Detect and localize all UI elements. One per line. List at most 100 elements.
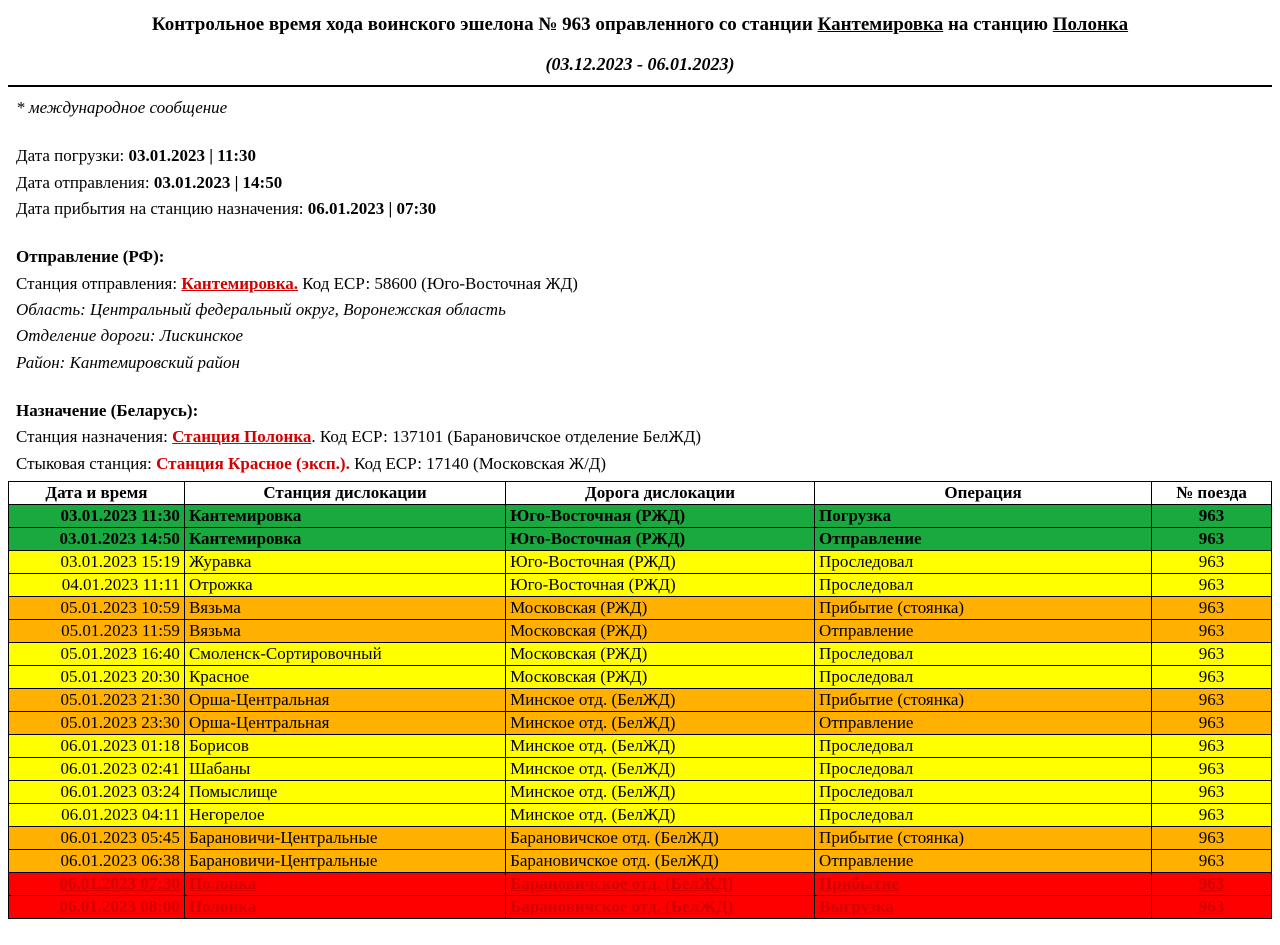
cell-road: Юго-Восточная (РЖД) — [506, 551, 815, 574]
dest-header: Назначение (Беларусь): — [16, 398, 1264, 424]
cell-datetime: 06.01.2023 03:24 — [9, 781, 185, 804]
cell-station: Помыслище — [184, 781, 505, 804]
cell-road: Минское отд. (БелЖД) — [506, 689, 815, 712]
cell-station: Отрожка — [184, 574, 505, 597]
info-block: * международное сообщение Дата погрузки:… — [8, 95, 1272, 477]
cell-operation: Погрузка — [815, 505, 1152, 528]
to-station: Полонка — [1053, 14, 1128, 35]
header-datetime: Дата и время — [9, 482, 185, 505]
cell-train: 963 — [1152, 804, 1272, 827]
origin-header: Отправление (РФ): — [16, 244, 1264, 270]
cell-station: Орша-Центральная — [184, 712, 505, 735]
table-row: 06.01.2023 08:00ПолонкаБарановичское отд… — [9, 896, 1272, 919]
header-train: № поезда — [1152, 482, 1272, 505]
cell-train: 963 — [1152, 873, 1272, 896]
cell-operation: Отправление — [815, 850, 1152, 873]
cell-operation: Проследовал — [815, 666, 1152, 689]
cell-station: Шабаны — [184, 758, 505, 781]
cell-datetime: 05.01.2023 23:30 — [9, 712, 185, 735]
cell-train: 963 — [1152, 781, 1272, 804]
cell-datetime: 06.01.2023 01:18 — [9, 735, 185, 758]
cell-operation: Проследовал — [815, 781, 1152, 804]
table-row: 06.01.2023 02:41ШабаныМинское отд. (БелЖ… — [9, 758, 1272, 781]
cell-train: 963 — [1152, 528, 1272, 551]
dest-code: . Код ЕСР: 137101 (Барановичское отделен… — [311, 427, 701, 446]
cell-operation: Проследовал — [815, 551, 1152, 574]
cell-station: Журавка — [184, 551, 505, 574]
cell-road: Московская (РЖД) — [506, 643, 815, 666]
cell-operation: Проследовал — [815, 643, 1152, 666]
load-label: Дата погрузки: — [16, 146, 129, 165]
cell-road: Юго-Восточная (РЖД) — [506, 528, 815, 551]
depart-value: 03.01.2023 | 14:50 — [154, 173, 282, 192]
cell-train: 963 — [1152, 574, 1272, 597]
title-middle: на станцию — [943, 14, 1053, 35]
table-row: 06.01.2023 04:11НегорелоеМинское отд. (Б… — [9, 804, 1272, 827]
cell-road: Барановичское отд. (БелЖД) — [506, 873, 815, 896]
junction-station: Станция Красное (эксп.). — [156, 454, 350, 473]
cell-train: 963 — [1152, 551, 1272, 574]
cell-train: 963 — [1152, 827, 1272, 850]
cell-datetime: 05.01.2023 16:40 — [9, 643, 185, 666]
cell-train: 963 — [1152, 620, 1272, 643]
cell-road: Московская (РЖД) — [506, 666, 815, 689]
cell-operation: Проследовал — [815, 804, 1152, 827]
cell-datetime: 06.01.2023 06:38 — [9, 850, 185, 873]
cell-train: 963 — [1152, 758, 1272, 781]
cell-datetime: 05.01.2023 10:59 — [9, 597, 185, 620]
cell-datetime: 06.01.2023 05:45 — [9, 827, 185, 850]
dest-station: Станция Полонка — [172, 427, 311, 446]
cell-station: Барановичи-Центральные — [184, 850, 505, 873]
cell-datetime: 06.01.2023 04:11 — [9, 804, 185, 827]
cell-datetime: 03.01.2023 11:30 — [9, 505, 185, 528]
origin-station-label: Станция отправления: — [16, 274, 181, 293]
cell-road: Минское отд. (БелЖД) — [506, 804, 815, 827]
cell-station: Смоленск-Сортировочный — [184, 643, 505, 666]
dest-block: Назначение (Беларусь): Станция назначени… — [16, 398, 1264, 477]
origin-block: Отправление (РФ): Станция отправления: К… — [16, 244, 1264, 376]
document-title: Контрольное время хода воинского эшелона… — [8, 14, 1272, 36]
load-value: 03.01.2023 | 11:30 — [129, 146, 256, 165]
table-header-row: Дата и время Станция дислокации Дорога д… — [9, 482, 1272, 505]
cell-station: Полонка — [184, 896, 505, 919]
from-station: Кантемировка — [818, 14, 944, 35]
cell-operation: Прибытие — [815, 873, 1152, 896]
arrive-value: 06.01.2023 | 07:30 — [308, 199, 436, 218]
cell-operation: Проследовал — [815, 574, 1152, 597]
cell-train: 963 — [1152, 712, 1272, 735]
table-row: 03.01.2023 14:50КантемировкаЮго-Восточна… — [9, 528, 1272, 551]
cell-datetime: 03.01.2023 15:19 — [9, 551, 185, 574]
table-row: 06.01.2023 06:38Барановичи-ЦентральныеБа… — [9, 850, 1272, 873]
header-road: Дорога дислокации — [506, 482, 815, 505]
cell-road: Минское отд. (БелЖД) — [506, 712, 815, 735]
cell-road: Минское отд. (БелЖД) — [506, 781, 815, 804]
schedule-table: Дата и время Станция дислокации Дорога д… — [8, 481, 1272, 919]
cell-operation: Проследовал — [815, 735, 1152, 758]
cell-operation: Прибытие (стоянка) — [815, 689, 1152, 712]
cell-station: Вязьма — [184, 620, 505, 643]
origin-station: Кантемировка. — [181, 274, 298, 293]
cell-datetime: 06.01.2023 07:30 — [9, 873, 185, 896]
cell-road: Юго-Восточная (РЖД) — [506, 574, 815, 597]
table-row: 04.01.2023 11:11ОтрожкаЮго-Восточная (РЖ… — [9, 574, 1272, 597]
cell-datetime: 06.01.2023 08:00 — [9, 896, 185, 919]
table-row: 05.01.2023 23:30Орша-ЦентральнаяМинское … — [9, 712, 1272, 735]
table-row: 06.01.2023 01:18БорисовМинское отд. (Бел… — [9, 735, 1272, 758]
cell-datetime: 04.01.2023 11:11 — [9, 574, 185, 597]
cell-train: 963 — [1152, 643, 1272, 666]
cell-station: Негорелое — [184, 804, 505, 827]
dates-block: Дата погрузки: 03.01.2023 | 11:30 Дата о… — [16, 143, 1264, 222]
cell-train: 963 — [1152, 850, 1272, 873]
cell-operation: Проследовал — [815, 758, 1152, 781]
header-station: Станция дислокации — [184, 482, 505, 505]
cell-datetime: 05.01.2023 11:59 — [9, 620, 185, 643]
cell-station: Барановичи-Центральные — [184, 827, 505, 850]
cell-operation: Прибытие (стоянка) — [815, 597, 1152, 620]
header-operation: Операция — [815, 482, 1152, 505]
table-row: 05.01.2023 11:59ВязьмаМосковская (РЖД)От… — [9, 620, 1272, 643]
cell-operation: Отправление — [815, 528, 1152, 551]
divider — [8, 85, 1272, 87]
cell-train: 963 — [1152, 735, 1272, 758]
cell-road: Барановичское отд. (БелЖД) — [506, 896, 815, 919]
cell-station: Красное — [184, 666, 505, 689]
